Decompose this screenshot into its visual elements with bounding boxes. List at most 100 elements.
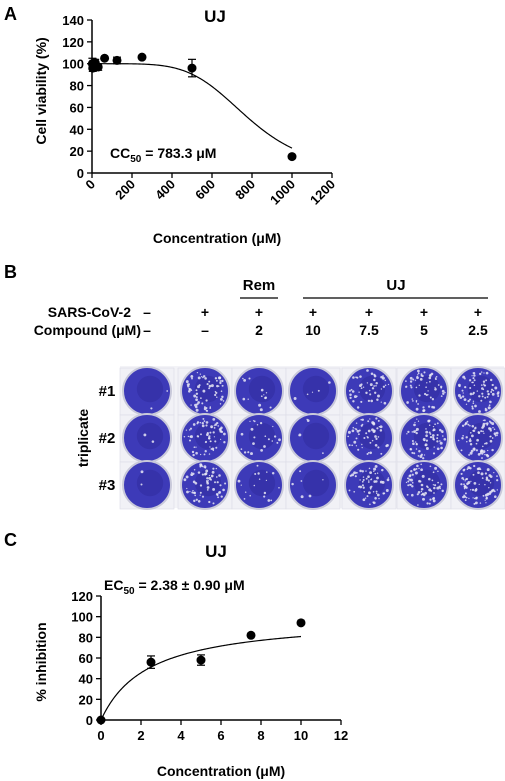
plaque bbox=[193, 499, 196, 503]
compound-value: 7.5 bbox=[359, 322, 379, 338]
plaque bbox=[414, 379, 417, 381]
plaque bbox=[417, 403, 419, 405]
plaque bbox=[470, 480, 472, 483]
panel-b-letter: B bbox=[4, 262, 17, 282]
plaque bbox=[411, 439, 414, 443]
plaque bbox=[461, 424, 465, 427]
plaque bbox=[428, 419, 431, 422]
plaque bbox=[420, 463, 422, 466]
plaque bbox=[362, 486, 365, 489]
well-shading bbox=[248, 422, 276, 450]
panel-c-x-tick-label: 12 bbox=[334, 728, 348, 743]
plaque bbox=[469, 443, 473, 446]
compound-value: 2.5 bbox=[468, 322, 488, 338]
well-plate-grid bbox=[119, 366, 505, 510]
well-shading bbox=[136, 375, 164, 403]
plaque bbox=[407, 484, 410, 487]
plaque bbox=[196, 371, 199, 374]
plaque bbox=[362, 476, 365, 478]
plaque bbox=[468, 453, 471, 456]
plaque bbox=[481, 477, 484, 479]
plaque bbox=[263, 445, 266, 448]
row-label-virus: SARS-CoV-2 bbox=[48, 304, 131, 320]
plaque bbox=[188, 439, 192, 442]
group-label-uj: UJ bbox=[386, 277, 405, 294]
plaque bbox=[478, 410, 481, 413]
panel-a-y-tick-label: 120 bbox=[62, 35, 84, 50]
plaque bbox=[491, 383, 494, 387]
plaque bbox=[479, 372, 482, 376]
plaque bbox=[215, 379, 218, 382]
plaque bbox=[469, 451, 473, 455]
plaque bbox=[215, 446, 218, 449]
plaque bbox=[222, 400, 225, 402]
plaque bbox=[249, 420, 251, 422]
plaque bbox=[361, 484, 364, 487]
plaque bbox=[378, 497, 380, 500]
plaque bbox=[214, 377, 218, 380]
plaque bbox=[373, 385, 375, 387]
plaque bbox=[214, 423, 217, 426]
plaque bbox=[429, 433, 432, 435]
plaque bbox=[353, 395, 357, 399]
plaque bbox=[209, 440, 212, 443]
plaque bbox=[192, 489, 194, 492]
plaque bbox=[358, 433, 360, 436]
plaque bbox=[468, 379, 472, 382]
plaque bbox=[493, 471, 495, 474]
replicate-label: #3 bbox=[99, 477, 116, 494]
plaque bbox=[370, 399, 374, 403]
panel-c-x-tick-label: 6 bbox=[217, 728, 224, 743]
plaque bbox=[440, 386, 443, 389]
plaque bbox=[185, 475, 189, 479]
plaque bbox=[483, 432, 485, 434]
panel-c-x-tick-label: 4 bbox=[177, 728, 185, 743]
plaque bbox=[220, 438, 222, 440]
plaque bbox=[489, 427, 492, 431]
plaque bbox=[368, 491, 371, 495]
plaque bbox=[215, 391, 218, 394]
plaque bbox=[206, 486, 210, 489]
plaque bbox=[412, 442, 415, 445]
panel-a-x-tick-label: 1200 bbox=[307, 177, 338, 208]
plaque bbox=[197, 385, 200, 389]
plaque bbox=[479, 468, 482, 471]
plaque bbox=[205, 399, 208, 402]
plaque bbox=[369, 487, 372, 490]
plaque bbox=[240, 484, 242, 486]
plaque bbox=[457, 394, 461, 397]
plaque bbox=[421, 474, 425, 478]
panel-a-data-point bbox=[187, 63, 197, 73]
plaque bbox=[490, 391, 493, 393]
plaque bbox=[469, 424, 471, 427]
plaque bbox=[434, 484, 437, 487]
plaque bbox=[407, 480, 410, 483]
plaque bbox=[213, 436, 216, 438]
plaque bbox=[263, 491, 267, 495]
plaque bbox=[185, 380, 189, 384]
plaque bbox=[362, 478, 365, 482]
plaque bbox=[190, 435, 193, 439]
plaque bbox=[432, 452, 436, 455]
panel-c-ec50-prefix: EC bbox=[104, 577, 123, 593]
plaque bbox=[348, 389, 351, 392]
plaque bbox=[473, 464, 476, 468]
plaque bbox=[379, 429, 383, 432]
plaque bbox=[465, 478, 468, 481]
well-shading bbox=[358, 422, 386, 450]
plaque bbox=[429, 465, 432, 468]
plaque bbox=[201, 424, 205, 428]
plaque bbox=[374, 464, 378, 468]
plaque bbox=[272, 425, 274, 428]
plaque bbox=[218, 376, 221, 380]
plaque bbox=[363, 436, 366, 440]
plaque bbox=[353, 490, 356, 493]
plaque bbox=[371, 421, 375, 425]
plaque bbox=[379, 425, 383, 429]
panel-a-x-axis-label: Concentration (μM) bbox=[153, 230, 281, 246]
plaque bbox=[361, 480, 364, 483]
plaque bbox=[219, 381, 222, 385]
plaque bbox=[493, 490, 496, 493]
plaque bbox=[259, 421, 263, 425]
panel-a-y-tick-label: 40 bbox=[70, 122, 84, 137]
